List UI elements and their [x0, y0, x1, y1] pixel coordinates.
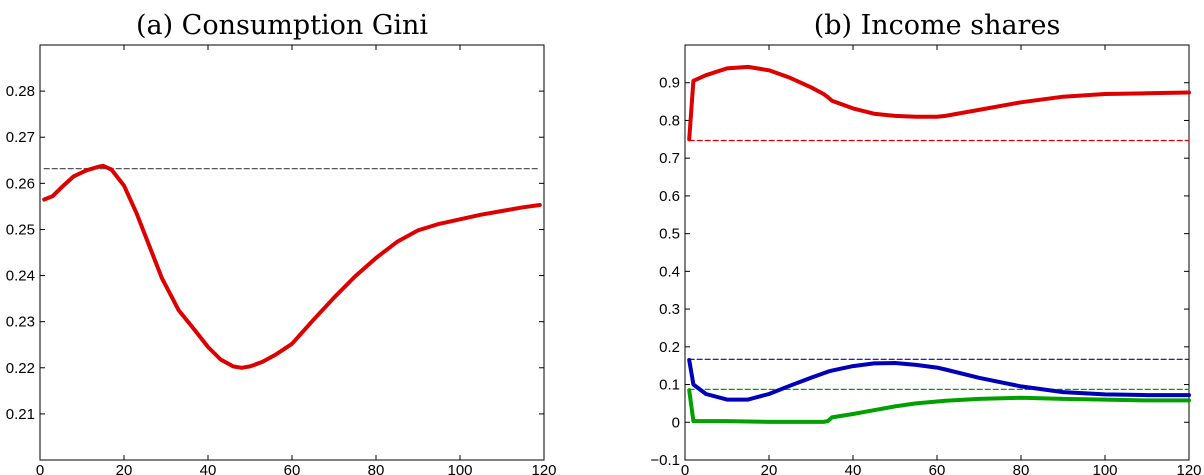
series-line-0	[687, 64, 1191, 142]
x-tick-label: 80	[368, 462, 385, 475]
y-tick-label: 0.21	[6, 406, 35, 423]
x-tick-label: 120	[531, 462, 556, 475]
y-tick-label: 0.3	[659, 301, 680, 318]
y-tick-label: 0.2	[659, 339, 680, 356]
x-tick-label: 40	[845, 462, 862, 475]
x-tick-label: 20	[116, 462, 133, 475]
y-tick-label: 0.25	[6, 221, 35, 238]
y-tick-label: 0.6	[659, 188, 680, 205]
chart-title: (b) Income shares	[814, 10, 1061, 41]
y-tick-label: 0.5	[659, 226, 680, 243]
y-tick-label: 0.23	[6, 314, 35, 331]
x-tick-label: 60	[284, 462, 301, 475]
series-line-2	[687, 388, 1191, 424]
x-tick-label: 100	[447, 462, 472, 475]
plot-frame	[39, 44, 545, 461]
y-tick-label: 0	[672, 414, 680, 431]
x-tick-label: 80	[1013, 462, 1030, 475]
y-tick-label: 0.9	[659, 75, 680, 92]
x-tick-label: 120	[1176, 462, 1201, 475]
x-tick-label: 0	[681, 462, 689, 475]
x-tick-label: 40	[200, 462, 217, 475]
y-tick-label: 0.22	[6, 360, 35, 377]
x-tick-label: 60	[929, 462, 946, 475]
y-tick-label: 0.24	[6, 268, 35, 285]
y-tick-label: 0.26	[6, 175, 35, 192]
y-tick-label: 0.1	[659, 377, 680, 394]
series-line-1	[687, 358, 1191, 402]
y-tick-label: 0.7	[659, 150, 680, 167]
series-line-0	[42, 163, 542, 370]
y-tick-label: −0.1	[650, 452, 680, 469]
y-tick-label: 0.28	[6, 83, 35, 100]
chart-consumption-gini: (a) Consumption Gini 0 20 40 60 80 100 120 0.21 0…	[6, 10, 557, 475]
x-tick-label: 20	[761, 462, 778, 475]
chart-title: (a) Consumption Gini	[136, 10, 428, 41]
x-tick-label: 100	[1092, 462, 1117, 475]
x-tick-label: 0	[36, 462, 44, 475]
y-tick-label: 0.27	[6, 129, 35, 146]
y-tick-label: 0.8	[659, 112, 680, 129]
y-tick-label: 0.4	[659, 263, 680, 280]
